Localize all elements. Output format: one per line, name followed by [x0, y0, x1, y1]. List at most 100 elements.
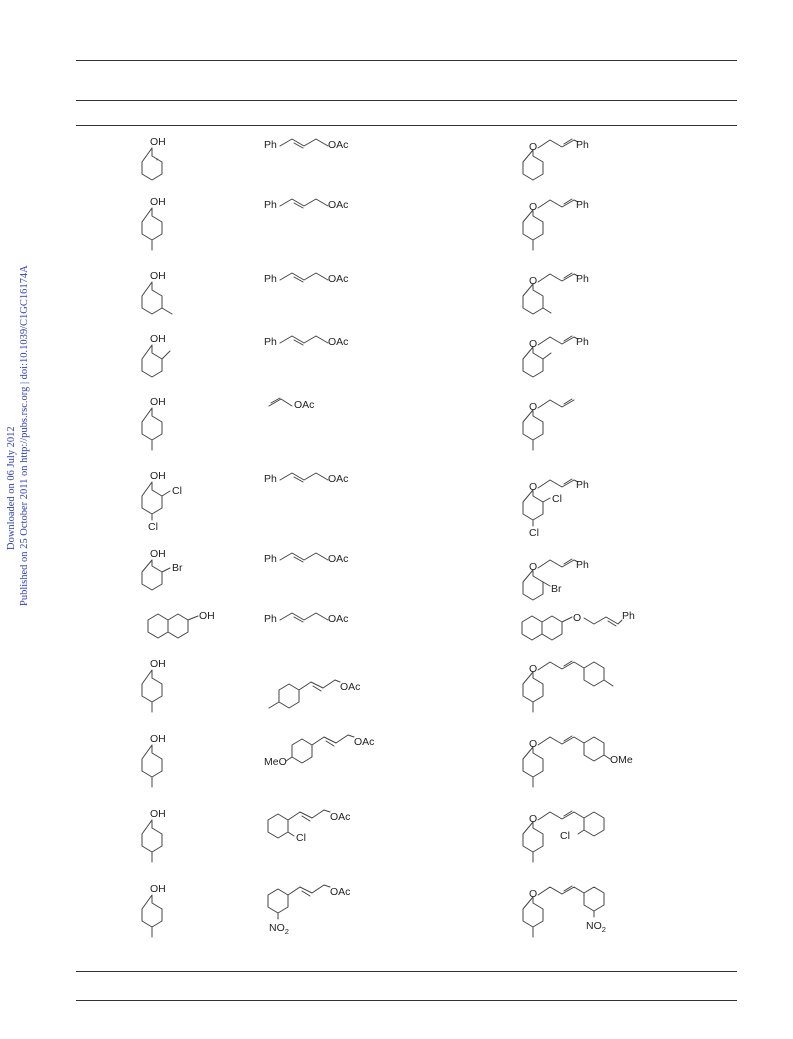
o-label: O	[573, 612, 581, 624]
cl-label: Cl	[552, 493, 562, 505]
o-label: O	[529, 888, 537, 900]
product-structure: O NO2	[518, 881, 668, 945]
ph-label: Ph	[576, 199, 589, 211]
meo-label: MeO	[264, 756, 287, 768]
oac-label: OAc	[328, 473, 348, 485]
reaction-table: OH Ph OAc O Ph	[76, 128, 737, 968]
br-label: Br	[172, 562, 183, 574]
table-top-rule	[76, 60, 737, 61]
acetate-structure: Ph OAc	[264, 468, 374, 498]
table-footer-rule	[76, 1000, 737, 1001]
acetate-structure: OAc	[264, 394, 374, 424]
phenol-structure: OH	[136, 656, 196, 718]
phenol-structure: OH	[136, 394, 196, 456]
no2-label: NO	[269, 922, 285, 934]
table-header-rule	[76, 100, 737, 101]
acetate-structure: Ph OAc	[264, 331, 374, 361]
acetate-structure: Ph OAc	[264, 548, 374, 578]
oac-label: OAc	[328, 273, 348, 285]
svg-text:NO2: NO2	[586, 920, 606, 934]
phenol-structure: OH Br	[136, 548, 206, 598]
oh-label: OH	[150, 333, 166, 345]
product-structure: O Ph	[518, 268, 628, 323]
product-structure: O	[518, 394, 628, 456]
oac-label: OAc	[328, 553, 348, 565]
ph-label: Ph	[264, 199, 277, 211]
oh-label: OH	[150, 470, 166, 482]
product-structure: O Ph	[518, 134, 628, 192]
oac-label: OAc	[294, 399, 314, 411]
product-structure: O Ph	[518, 331, 628, 381]
product-structure: O OMe	[518, 731, 668, 793]
svg-text:NO2: NO2	[269, 922, 289, 936]
ph-label: Ph	[622, 610, 635, 622]
oac-label: OAc	[328, 139, 348, 151]
cl-label: Cl	[529, 527, 539, 539]
oac-label: OAc	[328, 199, 348, 211]
o-label: O	[529, 663, 537, 675]
o-label: O	[529, 201, 537, 213]
ph-label: Ph	[576, 139, 589, 151]
phenol-structure: OH	[136, 731, 196, 793]
oh-label: OH	[199, 610, 215, 622]
oac-label: OAc	[330, 886, 350, 898]
o-label: O	[529, 338, 537, 350]
table-body-rule	[76, 125, 737, 126]
ph-label: Ph	[576, 273, 589, 285]
o-label: O	[529, 275, 537, 287]
acetate-structure: Ph OAc	[264, 194, 374, 224]
oac-label: OAc	[330, 811, 350, 823]
oh-label: OH	[150, 733, 166, 745]
oac-label: OAc	[354, 736, 374, 748]
phenol-structure: OH	[136, 806, 196, 868]
o-label: O	[529, 813, 537, 825]
product-structure: O Ph Br	[518, 548, 628, 610]
oh-label: OH	[150, 196, 166, 208]
watermark-doi-link[interactable]: Published on 25 October 2011 on http://p…	[19, 265, 30, 606]
phenol-structure: OH	[136, 134, 196, 189]
no2-subscript: 2	[285, 927, 289, 936]
phenol-structure: OH	[136, 268, 196, 323]
ome-label: OMe	[610, 754, 633, 766]
o-label: O	[529, 401, 537, 413]
no2-label: NO	[586, 920, 602, 932]
ph-label: Ph	[264, 273, 277, 285]
acetate-structure: Ph OAc	[264, 134, 374, 164]
oac-label: OAc	[328, 613, 348, 625]
acetate-structure: MeO OAc	[264, 731, 414, 771]
o-label: O	[529, 561, 537, 573]
no2-subscript: 2	[602, 925, 606, 934]
ph-label: Ph	[576, 336, 589, 348]
product-structure: O Cl	[518, 806, 668, 868]
ph-label: Ph	[264, 553, 277, 565]
table-bottom-rule	[76, 971, 737, 972]
oac-label: OAc	[328, 336, 348, 348]
o-label: O	[529, 738, 537, 750]
o-label: O	[529, 481, 537, 493]
ph-label: Ph	[576, 559, 589, 571]
ph-label: Ph	[264, 139, 277, 151]
ph-label: Ph	[264, 613, 277, 625]
oh-label: OH	[150, 136, 166, 148]
product-structure: O Ph	[518, 194, 628, 256]
product-structure: O Ph Cl Cl	[518, 468, 628, 540]
acetate-structure: Cl OAc	[264, 806, 384, 846]
oac-label: OAc	[340, 681, 360, 693]
oh-label: OH	[150, 808, 166, 820]
ph-label: Ph	[576, 479, 589, 491]
phenol-structure: OH	[136, 331, 196, 381]
oh-label: OH	[150, 883, 166, 895]
phenol-structure: OH	[144, 608, 224, 644]
oh-label: OH	[150, 548, 166, 560]
ph-label: Ph	[264, 336, 277, 348]
br-label: Br	[551, 583, 562, 595]
phenol-structure: OH Cl Cl	[136, 468, 206, 534]
ph-label: Ph	[264, 473, 277, 485]
acetate-structure: Ph OAc	[264, 608, 374, 638]
watermark-downloaded: Downloaded on 06 July 2012	[6, 426, 17, 550]
product-structure: O Ph	[518, 608, 658, 644]
cl-label: Cl	[296, 832, 306, 844]
oh-label: OH	[150, 658, 166, 670]
product-structure: O	[518, 656, 668, 718]
o-label: O	[529, 141, 537, 153]
